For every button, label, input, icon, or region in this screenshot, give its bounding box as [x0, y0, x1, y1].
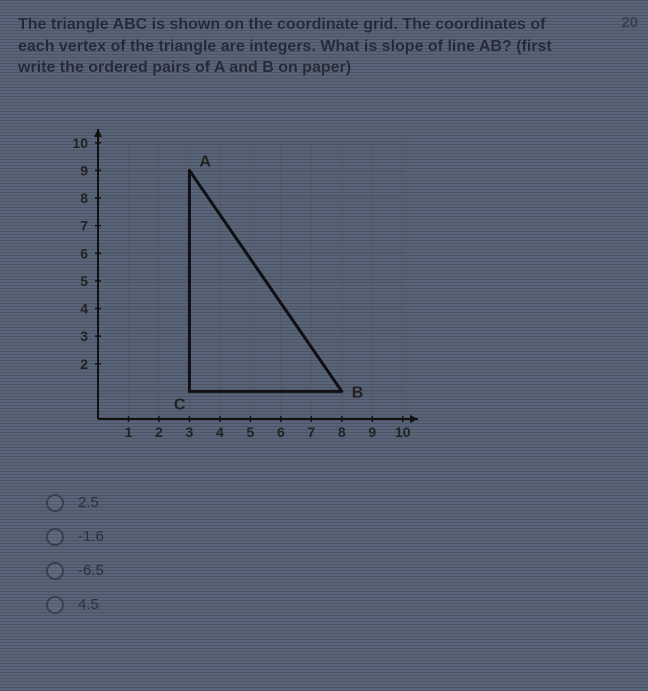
svg-text:6: 6	[277, 424, 285, 440]
svg-text:A: A	[199, 153, 211, 170]
svg-text:B: B	[352, 384, 364, 401]
question-line-3: write the ordered pairs of A and B on pa…	[18, 59, 351, 76]
svg-text:10: 10	[395, 424, 411, 440]
question-line-1: The triangle ABC is shown on the coordin…	[18, 16, 545, 33]
option-label: -1.6	[78, 528, 104, 545]
radio-icon[interactable]	[46, 562, 64, 580]
radio-icon[interactable]	[46, 596, 64, 614]
question-text: The triangle ABC is shown on the coordin…	[18, 14, 630, 79]
radio-icon[interactable]	[46, 494, 64, 512]
option-row[interactable]: 4.5	[46, 596, 630, 614]
radio-icon[interactable]	[46, 528, 64, 546]
svg-text:5: 5	[246, 424, 254, 440]
question-line-2: each vertex of the triangle are integers…	[18, 38, 552, 55]
option-label: -6.5	[78, 562, 104, 579]
coordinate-grid-chart: 1 2 3 4 5 6 7 8 9 10 2 3 4 5 6 7 8 9 10 A B C	[58, 119, 438, 459]
svg-text:2: 2	[155, 424, 163, 440]
option-label: 4.5	[78, 596, 99, 613]
option-row[interactable]: -6.5	[46, 562, 630, 580]
svg-text:5: 5	[80, 273, 88, 289]
svg-text:7: 7	[307, 424, 315, 440]
option-row[interactable]: -1.6	[46, 528, 630, 546]
svg-text:9: 9	[80, 162, 88, 178]
answer-options: 2.5 -1.6 -6.5 4.5	[46, 494, 630, 614]
svg-text:7: 7	[80, 217, 88, 233]
svg-text:8: 8	[80, 190, 88, 206]
option-label: 2.5	[78, 494, 99, 511]
svg-text:1: 1	[125, 424, 133, 440]
svg-text:4: 4	[216, 424, 224, 440]
svg-text:3: 3	[186, 424, 194, 440]
svg-text:4: 4	[80, 300, 88, 316]
svg-text:8: 8	[338, 424, 346, 440]
svg-text:2: 2	[80, 356, 88, 372]
svg-text:C: C	[174, 396, 186, 413]
svg-text:10: 10	[72, 135, 88, 151]
points-label: 20	[621, 14, 638, 31]
svg-text:6: 6	[80, 245, 88, 261]
svg-text:3: 3	[80, 328, 88, 344]
svg-text:9: 9	[368, 424, 376, 440]
option-row[interactable]: 2.5	[46, 494, 630, 512]
